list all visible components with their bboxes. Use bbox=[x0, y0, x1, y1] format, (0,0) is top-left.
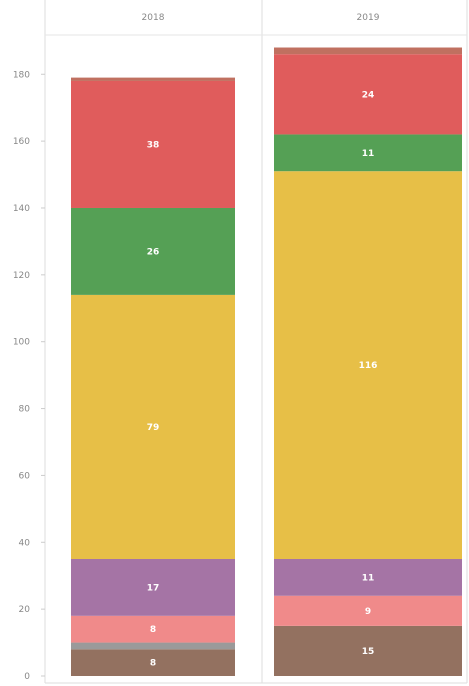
y-tick-label-140: 140 bbox=[13, 204, 30, 214]
bar-segment-2018-4 bbox=[71, 294, 235, 559]
y-tick-label-160: 160 bbox=[13, 137, 30, 147]
y-tick-label-180: 180 bbox=[13, 70, 30, 80]
bar-segment-2018-5 bbox=[71, 207, 235, 295]
bar-segment-2018-1 bbox=[71, 642, 235, 650]
y-tick-label-80: 80 bbox=[19, 405, 31, 415]
y-tick-label-40: 40 bbox=[19, 538, 31, 548]
y-tick-label-60: 60 bbox=[19, 471, 31, 481]
data-label-2018-0: 8 bbox=[150, 659, 156, 669]
data-label-2018-3: 17 bbox=[147, 583, 160, 593]
data-label-2019-6: 24 bbox=[362, 90, 375, 100]
y-tick-label-100: 100 bbox=[13, 338, 30, 348]
bar-segment-2018-2 bbox=[71, 615, 235, 643]
data-label-2019-0: 15 bbox=[362, 647, 375, 657]
data-labels: 8 8 17 79 26 38 15 9 11 116 11 24 bbox=[147, 90, 378, 668]
data-label-2018-2: 8 bbox=[150, 625, 156, 635]
data-label-2019-3: 11 bbox=[362, 573, 375, 583]
y-tick-label-20: 20 bbox=[19, 605, 31, 615]
y-axis: 0 20 40 60 80 100 120 140 160 180 bbox=[13, 70, 45, 682]
bar-segment-2019-5 bbox=[274, 134, 462, 172]
data-label-2018-6: 38 bbox=[147, 140, 160, 150]
bar-segment-2018-7 bbox=[71, 77, 235, 81]
bar-stacks bbox=[71, 47, 462, 676]
bar-segment-2018-3 bbox=[71, 558, 235, 616]
bar-segment-2019-7 bbox=[274, 47, 462, 55]
data-label-2018-4: 79 bbox=[147, 423, 160, 433]
data-label-2018-5: 26 bbox=[147, 247, 160, 257]
bar-segment-2018-6 bbox=[71, 80, 235, 208]
category-label-2018: 2018 bbox=[142, 13, 165, 23]
y-tick-label-120: 120 bbox=[13, 271, 30, 281]
bar-segment-2019-6 bbox=[274, 54, 462, 135]
y-tick-label-0: 0 bbox=[24, 672, 30, 682]
category-label-2019: 2019 bbox=[357, 13, 380, 23]
bar-segment-2019-3 bbox=[274, 558, 462, 596]
data-label-2019-4: 116 bbox=[359, 361, 378, 371]
bar-segment-2018-0 bbox=[71, 649, 235, 676]
bar-segment-2019-2 bbox=[274, 595, 462, 626]
data-label-2019-5: 11 bbox=[362, 149, 375, 159]
bar-segment-2019-0 bbox=[274, 625, 462, 676]
data-label-2019-2: 9 bbox=[365, 607, 371, 617]
bar-segment-2019-4 bbox=[274, 171, 462, 559]
x-axis-labels: 2018 2019 bbox=[142, 13, 380, 23]
